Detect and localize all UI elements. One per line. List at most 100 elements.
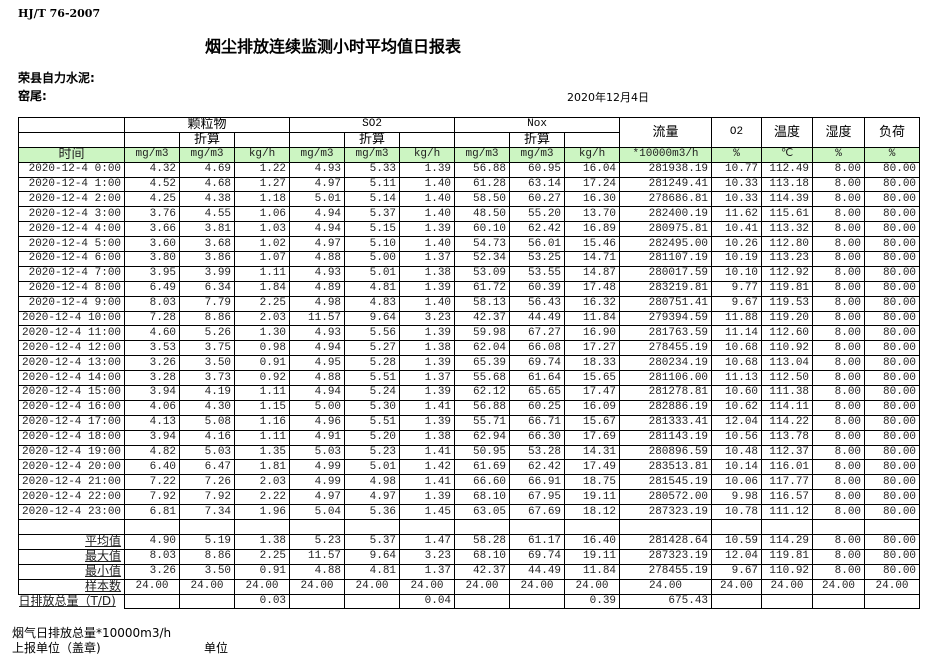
value-cell: 8.00 xyxy=(812,325,866,342)
standard-code: HJ/T 76-2007 xyxy=(18,7,101,20)
value-cell: 6.40 xyxy=(124,459,181,476)
value-cell: 5.15 xyxy=(344,221,401,238)
units-row: 时间 mg/m3 mg/m3 kg/h mg/m3 mg/m3 kg/h mg/m3 mg/m… xyxy=(17,146,921,163)
value-cell: 1.84 xyxy=(234,280,291,297)
value-cell xyxy=(124,593,181,610)
value-cell: 14.71 xyxy=(564,251,621,267)
value-cell xyxy=(711,593,763,610)
value-cell: 1.39 xyxy=(399,325,456,342)
value-cell: 9.77 xyxy=(711,280,763,297)
value-cell: 3.26 xyxy=(124,355,181,372)
value-cell: 113.18 xyxy=(761,176,814,193)
value-cell: 80.00 xyxy=(864,251,921,267)
blank-row xyxy=(17,519,921,535)
value-cell: 3.66 xyxy=(124,221,181,238)
value-cell: 80.00 xyxy=(864,191,921,208)
value-cell: 61.17 xyxy=(509,533,566,550)
value-cell: 80.00 xyxy=(864,206,921,223)
value-cell: 119.81 xyxy=(761,280,814,297)
value-cell: 4.88 xyxy=(289,563,346,580)
value-cell: 9.64 xyxy=(344,310,401,327)
unit-cell: ℃ xyxy=(761,146,814,163)
value-cell: 14.31 xyxy=(564,444,621,461)
value-cell: 4.55 xyxy=(179,206,236,223)
value-cell: 281106.00 xyxy=(619,370,713,387)
value-cell: 7.92 xyxy=(124,489,181,506)
value-cell: 4.90 xyxy=(124,533,181,550)
value-cell: 0.92 xyxy=(234,370,291,387)
header-converted: 折算 xyxy=(344,131,401,148)
table-row: 2020-12-4 0:00 4.32 4.69 1.22 4.93 5.33 1.39 56… xyxy=(17,161,921,178)
table-row: 2020-12-4 22:00 7.92 7.92 2.22 4.97 4.97 1.39 6… xyxy=(17,489,921,506)
value-cell: 1.16 xyxy=(234,414,291,431)
table-row: 2020-12-4 23:00 6.81 7.34 1.96 5.04 5.36 1.45 6… xyxy=(17,504,921,521)
value-cell: 1.39 xyxy=(399,355,456,372)
value-cell: 3.80 xyxy=(124,251,181,267)
row-label: 2020-12-4 1:00 xyxy=(17,176,126,193)
value-cell: 1.39 xyxy=(399,489,456,506)
value-cell: 1.40 xyxy=(399,295,456,312)
value-cell: 3.68 xyxy=(179,236,236,253)
value-cell: 0.91 xyxy=(234,355,291,372)
value-cell: 8.00 xyxy=(812,355,866,372)
value-cell: 1.45 xyxy=(399,504,456,521)
row-label: 2020-12-4 7:00 xyxy=(17,265,126,282)
value-cell: 16.09 xyxy=(564,399,621,416)
table-row: 2020-12-4 20:00 6.40 6.47 1.81 4.99 5.01 1.42 6… xyxy=(17,459,921,476)
value-cell: 80.00 xyxy=(864,459,921,476)
row-label: 2020-12-4 15:00 xyxy=(17,385,126,401)
value-cell: 3.73 xyxy=(179,370,236,387)
value-cell: 8.00 xyxy=(812,251,866,267)
value-cell: 5.19 xyxy=(179,533,236,550)
unit-cell: kg/h xyxy=(399,146,456,163)
value-cell: 4.94 xyxy=(289,206,346,223)
value-cell: 55.71 xyxy=(454,414,511,431)
value-cell: 675.43 xyxy=(619,593,713,610)
value-cell: 11.57 xyxy=(289,310,346,327)
value-cell: 10.68 xyxy=(711,340,763,357)
unit-cell: % xyxy=(864,146,921,163)
value-cell: 53.28 xyxy=(509,444,566,461)
value-cell: 17.48 xyxy=(564,280,621,297)
value-cell: 8.00 xyxy=(812,474,866,491)
value-cell: 11.84 xyxy=(564,310,621,327)
value-cell: 5.08 xyxy=(179,414,236,431)
value-cell: 278686.81 xyxy=(619,191,713,208)
value-cell: 4.88 xyxy=(289,370,346,387)
value-cell: 80.00 xyxy=(864,370,921,387)
row-label: 2020-12-4 16:00 xyxy=(17,399,126,416)
value-cell: 280751.41 xyxy=(619,295,713,312)
value-cell: 10.59 xyxy=(711,533,763,550)
value-cell: 58.28 xyxy=(454,533,511,550)
value-cell: 1.37 xyxy=(399,563,456,580)
value-cell: 17.69 xyxy=(564,429,621,446)
value-cell: 8.00 xyxy=(812,459,866,476)
value-cell xyxy=(289,593,346,610)
value-cell: 17.49 xyxy=(564,459,621,476)
value-cell: 53.55 xyxy=(509,265,566,282)
value-cell: 56.43 xyxy=(509,295,566,312)
empty-cell xyxy=(17,519,126,535)
value-cell: 8.00 xyxy=(812,429,866,446)
value-cell: 1.39 xyxy=(399,385,456,401)
empty-cell xyxy=(179,519,236,535)
value-cell: 60.10 xyxy=(454,221,511,238)
table-row: 2020-12-4 4:00 3.66 3.81 1.03 4.94 5.15 1.39 60… xyxy=(17,221,921,238)
daily-total-row: 日排放总量（T/D) 0.03 0.04 0.39 675.43 xyxy=(18,593,921,610)
value-cell: 13.70 xyxy=(564,206,621,223)
value-cell: 3.60 xyxy=(124,236,181,253)
value-cell xyxy=(761,593,814,610)
value-cell: 24.00 xyxy=(399,578,456,595)
value-cell: 111.12 xyxy=(761,504,814,521)
value-cell: 1.41 xyxy=(399,474,456,491)
value-cell: 69.74 xyxy=(509,355,566,372)
value-cell: 281763.59 xyxy=(619,325,713,342)
value-cell: 17.24 xyxy=(564,176,621,193)
value-cell: 80.00 xyxy=(864,176,921,193)
value-cell: 24.00 xyxy=(711,578,763,595)
row-label: 2020-12-4 12:00 xyxy=(17,340,126,357)
value-cell: 281938.19 xyxy=(619,161,713,178)
value-cell: 1.37 xyxy=(399,251,456,267)
value-cell: 12.04 xyxy=(711,414,763,431)
table-row: 2020-12-4 19:00 4.82 5.03 1.35 5.03 5.23 1.41 5… xyxy=(17,444,921,461)
